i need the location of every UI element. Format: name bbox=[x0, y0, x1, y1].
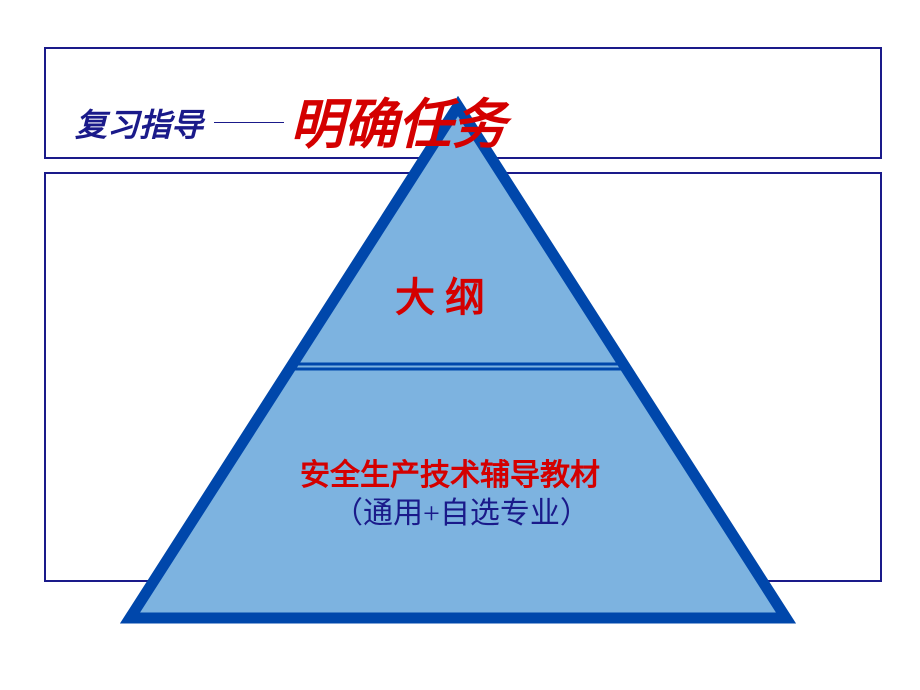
pyramid-triangle bbox=[130, 106, 786, 618]
pyramid-bot-label: （通用+自选专业） bbox=[333, 488, 590, 532]
header-dash-line bbox=[214, 122, 284, 123]
pyramid-top-label: 大 纲 bbox=[395, 265, 485, 323]
header-title: 明确任务 bbox=[290, 80, 506, 159]
header-prefix: 复习指导 bbox=[75, 100, 203, 146]
pyramid-diagram bbox=[120, 96, 796, 636]
